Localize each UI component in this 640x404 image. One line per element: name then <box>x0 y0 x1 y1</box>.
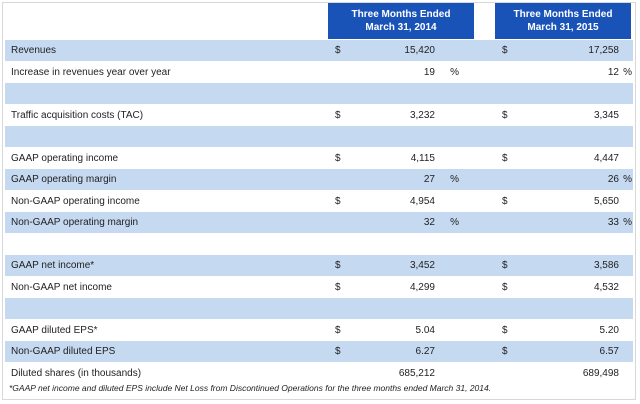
table-row <box>5 298 633 320</box>
value-2014: 4,299 <box>409 281 435 293</box>
table-row <box>5 233 633 255</box>
currency-2014: $ <box>335 45 341 56</box>
row-label: Revenues <box>11 45 57 56</box>
value-2014: 6.27 <box>415 346 435 357</box>
value-2014: 3,452 <box>409 260 435 271</box>
table-row: GAAP diluted EPS* $5.04 $5.20 <box>5 319 633 341</box>
table-row: Increase in revenues year over year 19% 12… <box>5 61 633 83</box>
value-2015: 4,447 <box>593 152 619 164</box>
currency-2014: $ <box>335 346 341 357</box>
table-row: Traffic acquisition costs (TAC) $3,232 $3,… <box>5 104 633 126</box>
row-label: Non-GAAP diluted EPS <box>11 346 116 357</box>
row-label: GAAP diluted EPS* <box>11 324 98 336</box>
percent-2014: % <box>450 174 459 185</box>
table-row: Non-GAAP operating margin 32% 33% <box>5 212 633 234</box>
currency-2014: $ <box>335 324 341 336</box>
currency-2015: $ <box>502 346 508 357</box>
table-row <box>5 126 633 148</box>
currency-2014: $ <box>335 195 341 207</box>
currency-2015: $ <box>502 281 508 293</box>
header-col-2014-line1: Three Months Ended <box>351 9 451 20</box>
percent-2015: % <box>623 217 632 228</box>
row-label: Traffic acquisition costs (TAC) <box>11 109 144 121</box>
value-2015: 4,532 <box>593 281 619 293</box>
row-label: Non-GAAP net income <box>11 281 112 293</box>
row-label: Non-GAAP operating margin <box>11 217 139 228</box>
currency-2015: $ <box>502 324 508 336</box>
row-label: Diluted shares (in thousands) <box>11 367 142 379</box>
value-2014: 19 <box>423 66 435 78</box>
table-row: Diluted shares (in thousands) 685,212 689,… <box>5 362 633 384</box>
table-row <box>5 83 633 105</box>
value-2015: 17,258 <box>588 45 619 56</box>
currency-2015: $ <box>502 260 508 271</box>
header-col-2015-line2: March 31, 2015 <box>527 22 599 33</box>
table-row: Non-GAAP operating income $4,954 $5,650 <box>5 190 633 212</box>
header-col-2014: Three Months Ended March 31, 2014 <box>328 3 474 39</box>
currency-2014: $ <box>335 260 341 271</box>
table-row: GAAP net income* $3,452 $3,586 <box>5 255 633 277</box>
percent-2015: % <box>623 66 632 78</box>
table-row: GAAP operating margin 27% 26% <box>5 169 633 191</box>
currency-2014: $ <box>335 281 341 293</box>
value-2015: 6.57 <box>599 346 619 357</box>
percent-2014: % <box>450 66 459 78</box>
value-2014: 685,212 <box>398 367 435 379</box>
table-row: Non-GAAP net income $4,299 $4,532 <box>5 276 633 298</box>
table-row: Revenues $15,420 $17,258 <box>5 40 633 62</box>
currency-2015: $ <box>502 195 508 207</box>
footnote: *GAAP net income and diluted EPS include… <box>9 383 492 393</box>
table-row: GAAP operating income $4,115 $4,447 <box>5 147 633 169</box>
currency-2015: $ <box>502 152 508 164</box>
value-2015: 26 <box>607 174 619 185</box>
header-col-2014-line2: March 31, 2014 <box>365 22 437 33</box>
value-2015: 12 <box>607 66 619 78</box>
value-2014: 27 <box>423 174 435 185</box>
row-label: GAAP operating margin <box>11 174 117 185</box>
value-2015: 689,498 <box>582 367 619 379</box>
value-2014: 32 <box>423 217 435 228</box>
value-2015: 5.20 <box>599 324 619 336</box>
financial-table: Three Months Ended March 31, 2014 Three … <box>2 2 636 400</box>
header-col-2015-line1: Three Months Ended <box>513 9 613 20</box>
row-label: GAAP net income* <box>11 260 95 271</box>
percent-2015: % <box>623 174 632 185</box>
currency-2015: $ <box>502 109 508 121</box>
row-label: GAAP operating income <box>11 152 119 164</box>
value-2015: 3,586 <box>593 260 619 271</box>
currency-2014: $ <box>335 109 341 121</box>
value-2014: 3,232 <box>409 109 435 121</box>
value-2014: 4,115 <box>410 152 435 164</box>
row-label: Non-GAAP operating income <box>11 195 140 207</box>
value-2014: 5.04 <box>415 324 435 336</box>
header-col-2015: Three Months Ended March 31, 2015 <box>495 3 631 39</box>
value-2014: 4,954 <box>409 195 435 207</box>
percent-2014: % <box>450 217 459 228</box>
value-2014: 15,420 <box>404 45 435 56</box>
currency-2014: $ <box>335 152 341 164</box>
value-2015: 5,650 <box>593 195 619 207</box>
table-row: Non-GAAP diluted EPS $6.27 $6.57 <box>5 341 633 363</box>
value-2015: 33 <box>607 217 619 228</box>
currency-2015: $ <box>502 45 508 56</box>
value-2015: 3,345 <box>593 109 619 121</box>
row-label: Increase in revenues year over year <box>11 66 171 78</box>
